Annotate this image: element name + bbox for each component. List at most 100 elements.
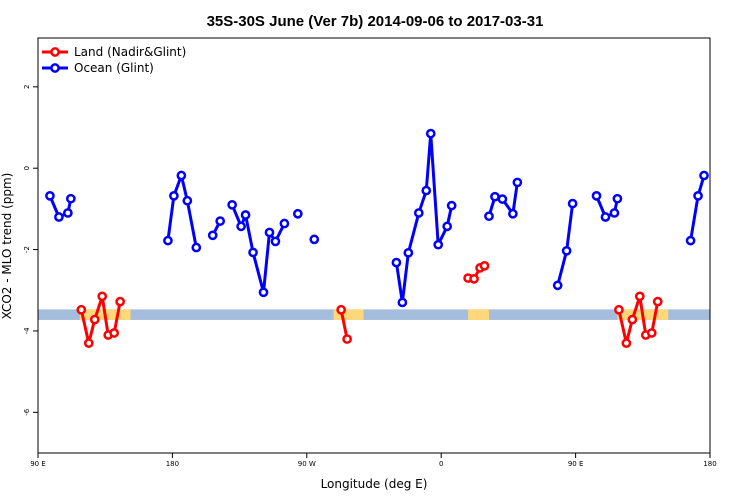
ocean-point-8-2 [567,198,578,209]
ocean-point-6-5 [425,128,436,139]
ocean-point-0-2 [63,208,73,218]
x-tick-label-3: 0 [439,460,443,468]
land-point-3-3 [634,291,645,302]
land-point-1-0 [336,304,346,315]
land-point-0-5 [109,328,120,338]
legend: Land (Nadir&Glint) Ocean (Glint) [42,45,186,75]
ocean-point-6-3 [413,208,424,218]
legend-label-1: Ocean (Glint) [74,61,154,75]
ocean-point-1-0 [163,235,173,246]
ocean-point-3-6 [270,236,281,247]
x-tick-label-5: 180 [703,460,716,468]
land-point-3-0 [614,304,624,315]
ocean-point-1-2 [176,170,187,181]
legend-marker-1 [50,63,60,73]
legend-marker-0 [50,47,60,57]
ocean-point-7-4 [512,177,523,188]
y-tick-label-1: 0 [23,166,31,170]
legend-item-1: Ocean (Glint) [42,61,154,75]
ocean-point-6-6 [433,239,444,250]
y-tick-label-3: -4 [23,327,31,335]
ocean-line-9 [595,195,619,219]
ocean-point-3-2 [240,210,251,220]
series-land [76,260,663,348]
ocean-point-9-3 [612,193,623,204]
ocean-point-8-1 [561,245,572,256]
ocean-point-9-2 [609,208,620,218]
ocean-point-10-1 [693,191,703,201]
band-ocean [38,309,710,320]
ocean-point-1-4 [191,242,202,253]
land-point-0-2 [89,314,100,325]
land-point-1-1 [342,334,352,344]
ocean-point-6-2 [403,247,414,258]
ocean-point-6-0 [391,257,402,268]
ocean-point-6-7 [442,221,453,232]
ocean-point-9-1 [600,212,611,222]
ocean-line-8 [556,203,575,286]
ocean-point-6-8 [446,200,457,211]
ocean-point-3-0 [227,199,237,210]
ocean-point-5-0 [309,234,320,245]
ocean-point-0-0 [45,191,55,201]
land-point-0-0 [76,304,87,315]
ocean-point-0-3 [66,193,76,204]
land-point-3-6 [652,296,663,307]
ocean-point-2-1 [215,216,226,226]
series-layer [45,128,709,348]
land-point-3-5 [646,328,657,338]
series-ocean [45,128,709,308]
land-point-2-1 [469,274,479,284]
y-tick-label-4: -6 [23,408,31,416]
ocean-point-10-2 [699,170,709,181]
land-point-0-6 [115,296,125,307]
ocean-line-1 [166,174,198,248]
ocean-line-6 [394,132,454,304]
y-tick-label-0: 2 [23,85,31,89]
land-point-2-3 [479,260,490,271]
ocean-point-10-0 [685,235,696,246]
land-line-1 [339,309,349,340]
x-axis-label: Longitude (deg E) [321,477,428,491]
ocean-point-3-5 [264,227,275,238]
land-point-3-2 [627,314,638,325]
land-point-0-1 [83,338,94,348]
x-tick-label-2: 90 W [298,460,316,468]
ocean-point-0-1 [54,212,64,222]
ocean-point-7-2 [497,194,508,204]
land-point-3-1 [621,338,632,348]
ocean-point-3-4 [258,287,269,298]
ocean-point-1-3 [182,195,193,206]
ocean-point-3-7 [279,218,290,229]
ocean-point-6-4 [421,185,432,196]
plot-frame [37,37,711,454]
ocean-point-3-1 [236,221,246,232]
ocean-point-2-0 [207,230,218,241]
ocean-point-6-1 [397,297,408,308]
band-land-2 [468,309,489,320]
legend-label-0: Land (Nadir&Glint) [74,45,186,59]
ocean-line-3 [230,204,286,294]
x-tick-label-0: 90 E [30,460,46,468]
ocean-point-8-0 [552,280,563,291]
ocean-point-3-3 [248,247,258,258]
chart-title: 35S-30S June (Ver 7b) 2014-09-06 to 2017… [207,13,544,30]
ocean-point-1-1 [169,191,179,201]
y-tick-label-2: -2 [23,246,31,253]
y-axis-label: XCO2 - MLO trend (ppm) [0,173,14,320]
land-point-0-3 [97,291,108,302]
ocean-point-7-0 [484,211,494,222]
ocean-point-7-3 [508,208,518,219]
legend-item-0: Land (Nadir&Glint) [42,45,186,59]
ocean-point-9-0 [591,191,602,201]
reference-band [38,309,710,320]
x-axis: 90 E 180 90 W 0 90 E 180 [30,453,717,468]
y-axis: 2 0 -2 -4 -6 [23,85,38,416]
ocean-line-0 [48,195,73,219]
band-land-1 [333,309,364,320]
ocean-point-4-0 [292,208,303,219]
ocean-point-7-1 [490,191,500,202]
x-tick-label-1: 180 [166,460,179,468]
x-tick-label-4: 90 E [568,460,584,468]
